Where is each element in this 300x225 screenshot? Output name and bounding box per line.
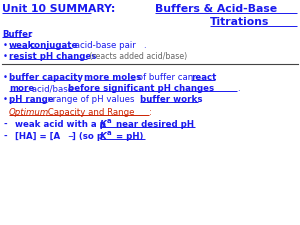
Text: [HA] = [A: [HA] = [A: [12, 132, 60, 141]
Text: near desired pH: near desired pH: [113, 120, 194, 129]
Text: acid/base: acid/base: [29, 84, 76, 93]
Text: buffer works: buffer works: [140, 95, 202, 104]
Text: Unit 10 SUMMARY:: Unit 10 SUMMARY:: [2, 4, 116, 14]
Text: •: •: [3, 41, 8, 50]
Text: weak acid with a p: weak acid with a p: [12, 120, 106, 129]
Text: Buffers & Acid-Base: Buffers & Acid-Base: [155, 4, 277, 14]
Text: more: more: [9, 84, 34, 93]
Text: −: −: [67, 134, 73, 140]
Text: conjugate: conjugate: [30, 41, 78, 50]
Text: .: .: [237, 84, 240, 93]
Text: -: -: [4, 120, 8, 129]
Text: buffer capacity: buffer capacity: [9, 73, 83, 82]
Text: of buffer can: of buffer can: [135, 73, 196, 82]
Text: K: K: [100, 132, 106, 141]
Text: •: •: [3, 52, 8, 61]
Text: : range of pH values: : range of pH values: [47, 95, 137, 104]
Text: = pH): = pH): [113, 132, 143, 141]
Text: •: •: [3, 95, 8, 104]
Text: Capacity and Range: Capacity and Range: [45, 108, 134, 117]
Text: :: :: [149, 108, 152, 117]
Text: resist pH changes: resist pH changes: [9, 52, 96, 61]
Text: .: .: [143, 41, 146, 50]
Text: •: •: [3, 73, 8, 82]
Text: a: a: [107, 118, 112, 124]
Text: -: -: [4, 132, 8, 141]
Text: more moles: more moles: [84, 73, 141, 82]
Text: ] (so p: ] (so p: [72, 132, 103, 141]
Text: before significant pH changes: before significant pH changes: [68, 84, 214, 93]
Text: :: :: [78, 73, 84, 82]
Text: Titrations: Titrations: [210, 17, 269, 27]
Text: Buffer: Buffer: [2, 30, 32, 39]
Text: (reacts added acid/base): (reacts added acid/base): [87, 52, 187, 61]
Text: react: react: [191, 73, 216, 82]
Text: K: K: [100, 120, 106, 129]
Text: Optimum: Optimum: [9, 108, 49, 117]
Text: a: a: [107, 130, 112, 136]
Text: .: .: [198, 95, 201, 104]
Text: :: :: [29, 30, 32, 39]
Text: acid-base pair: acid-base pair: [72, 41, 136, 50]
Text: weak: weak: [9, 41, 34, 50]
Text: pH range: pH range: [9, 95, 54, 104]
